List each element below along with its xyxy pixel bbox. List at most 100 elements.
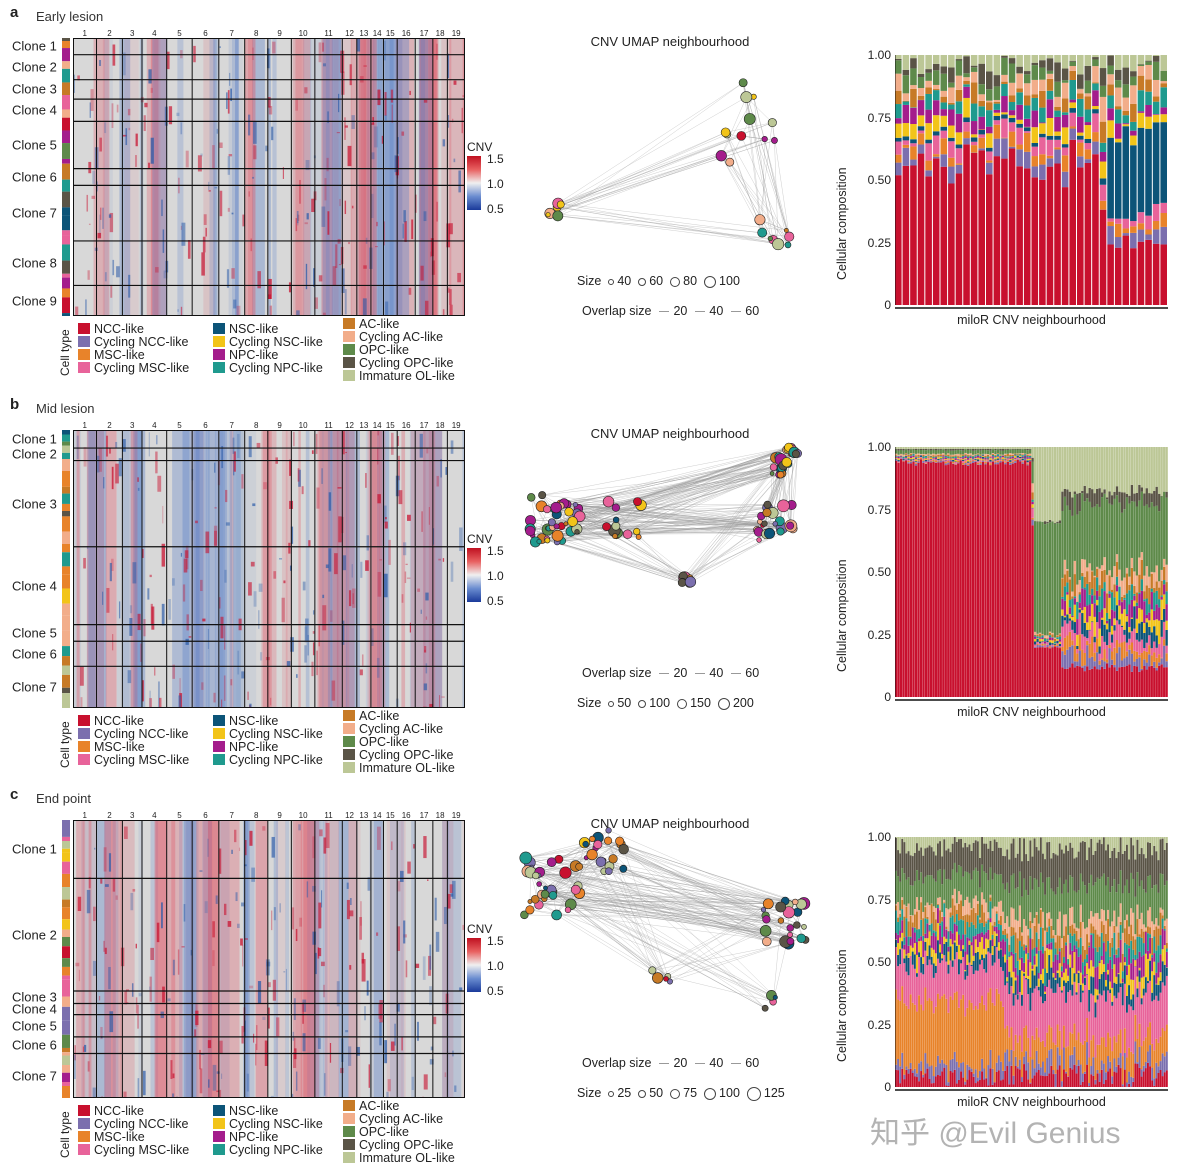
legend-swatch xyxy=(78,323,90,334)
composition-segment xyxy=(1155,619,1158,636)
cnv-band xyxy=(93,38,110,316)
cnv-band xyxy=(389,38,410,316)
composition-segment xyxy=(974,458,977,459)
composition-segment xyxy=(913,1004,916,1069)
composition-segment xyxy=(932,158,940,305)
composition-segment xyxy=(978,150,985,305)
cnv-band xyxy=(182,430,200,708)
cnv-signal xyxy=(218,848,222,874)
composition-segment xyxy=(1061,144,1069,148)
composition-segment xyxy=(911,1002,914,1071)
composition-segment xyxy=(1004,1052,1007,1071)
composition-segment xyxy=(962,454,965,456)
composition-segment xyxy=(968,962,971,1001)
cnv-signal xyxy=(311,198,315,213)
composition-segment xyxy=(1001,137,1008,139)
composition-segment xyxy=(1128,576,1131,585)
umap-edge xyxy=(689,504,768,578)
composition-segment xyxy=(922,918,925,936)
composition-segment xyxy=(948,87,955,103)
composition-segment xyxy=(1113,447,1116,492)
composition-segment xyxy=(1123,658,1126,667)
composition-segment xyxy=(925,109,932,124)
composition-segment xyxy=(944,457,947,460)
composition-segment xyxy=(966,455,970,457)
composition-segment xyxy=(1133,593,1136,596)
composition-segment xyxy=(940,102,948,110)
legend-label: Cycling NPC-like xyxy=(229,361,323,375)
composition-segment xyxy=(1033,917,1036,926)
cnv-band xyxy=(268,38,271,316)
composition-segment xyxy=(1029,453,1032,456)
composition-segment xyxy=(1145,504,1148,567)
composition-segment xyxy=(994,454,997,455)
composition-segment xyxy=(953,888,956,906)
composition-segment xyxy=(929,459,933,460)
composition-segment xyxy=(999,462,1002,697)
composition-segment xyxy=(979,447,982,449)
composition-segment xyxy=(1048,631,1052,633)
cell-type-segment xyxy=(62,61,70,69)
umap-edge xyxy=(746,96,773,123)
composition-segment xyxy=(1018,959,1021,970)
composition-segment xyxy=(1110,634,1114,643)
cnv-band xyxy=(401,430,406,708)
cnv-signal xyxy=(322,594,325,599)
composition-segment xyxy=(904,460,908,697)
composition-segment xyxy=(1081,572,1084,577)
legend-item: Cycling MSC-like xyxy=(78,1143,189,1157)
cnv-signal xyxy=(244,938,248,940)
composition-segment xyxy=(1031,856,1034,890)
cnv-signal xyxy=(253,121,257,144)
composition-segment xyxy=(1152,79,1160,97)
umap-edge xyxy=(552,504,768,511)
composition-segment xyxy=(991,453,995,455)
umap-edges xyxy=(524,830,806,1009)
cnv-signal xyxy=(205,531,210,554)
composition-segment xyxy=(1086,583,1089,606)
composition-segment xyxy=(1148,587,1151,605)
composition-segment xyxy=(948,67,955,83)
cnv-signal xyxy=(321,468,323,484)
cnv-band xyxy=(350,38,366,316)
composition-segment xyxy=(1038,521,1042,633)
composition-segment xyxy=(909,453,913,454)
composition-segment xyxy=(902,461,905,697)
composition-segment xyxy=(955,75,963,90)
cnv-band xyxy=(462,38,465,316)
composition-segment xyxy=(1091,622,1094,637)
composition-segment xyxy=(1099,184,1107,201)
composition-segment xyxy=(997,930,1000,943)
composition-segment xyxy=(909,455,913,457)
composition-segment xyxy=(1103,489,1106,494)
composition-segment xyxy=(940,115,948,127)
composition-segment xyxy=(1140,447,1143,488)
composition-segment xyxy=(909,449,913,454)
composition-segment xyxy=(942,457,945,459)
composition-segment xyxy=(905,1069,908,1087)
composition-segment xyxy=(1006,448,1009,450)
composition-segment xyxy=(1016,144,1023,150)
composition-segment xyxy=(940,154,948,167)
cnv-signal xyxy=(249,985,254,989)
cnv-signal xyxy=(296,211,299,224)
composition-segment xyxy=(1122,218,1130,229)
cnv-signal xyxy=(150,87,153,93)
cnv-band xyxy=(245,820,249,1098)
umap-edge xyxy=(557,206,790,237)
composition-segment xyxy=(897,455,900,457)
umap-node xyxy=(595,856,607,868)
composition-segment xyxy=(937,458,940,461)
composition-segment xyxy=(895,905,897,911)
umap-edge xyxy=(572,465,784,522)
composition-segment xyxy=(940,66,948,74)
composition-segment xyxy=(960,1071,962,1087)
cnv-signal xyxy=(118,601,121,619)
umap-edge xyxy=(729,161,790,237)
composition-segment xyxy=(1004,461,1007,463)
composition-segment xyxy=(1033,838,1036,879)
composition-segment xyxy=(1051,644,1054,647)
composition-segment xyxy=(902,55,910,70)
umap-edge xyxy=(561,504,768,527)
cnv-signal xyxy=(304,87,308,94)
